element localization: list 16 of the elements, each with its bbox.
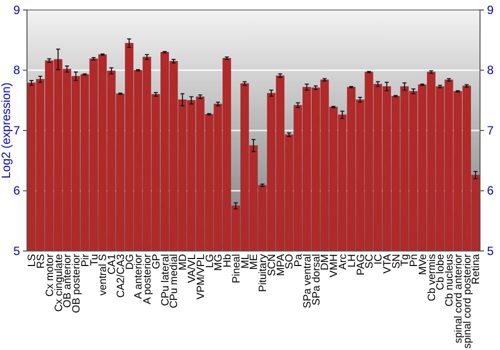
y2-tick-label: 8 <box>487 63 494 78</box>
y-tick-label: 7 <box>13 123 20 138</box>
y-tick-label: 9 <box>13 2 20 17</box>
x-tick-label: MVe <box>416 254 429 276</box>
y2-tick-label: 6 <box>487 184 494 198</box>
x-tick-label: Tg <box>399 254 412 266</box>
x-tick-label: RS <box>35 254 47 269</box>
y2-tick-label: 7 <box>487 123 494 138</box>
y-tick-label: 8 <box>13 63 20 78</box>
y2-tick-label: 9 <box>487 2 494 17</box>
y-tick-label: 5 <box>13 244 20 258</box>
x-tick-label: Pineal <box>230 254 242 284</box>
x-tick-label: VTA <box>381 254 394 274</box>
y-tick-label: 6 <box>13 184 20 198</box>
y2-tick-label: 5 <box>487 244 494 258</box>
y-axis-title: Log2 (expression) <box>0 82 13 179</box>
